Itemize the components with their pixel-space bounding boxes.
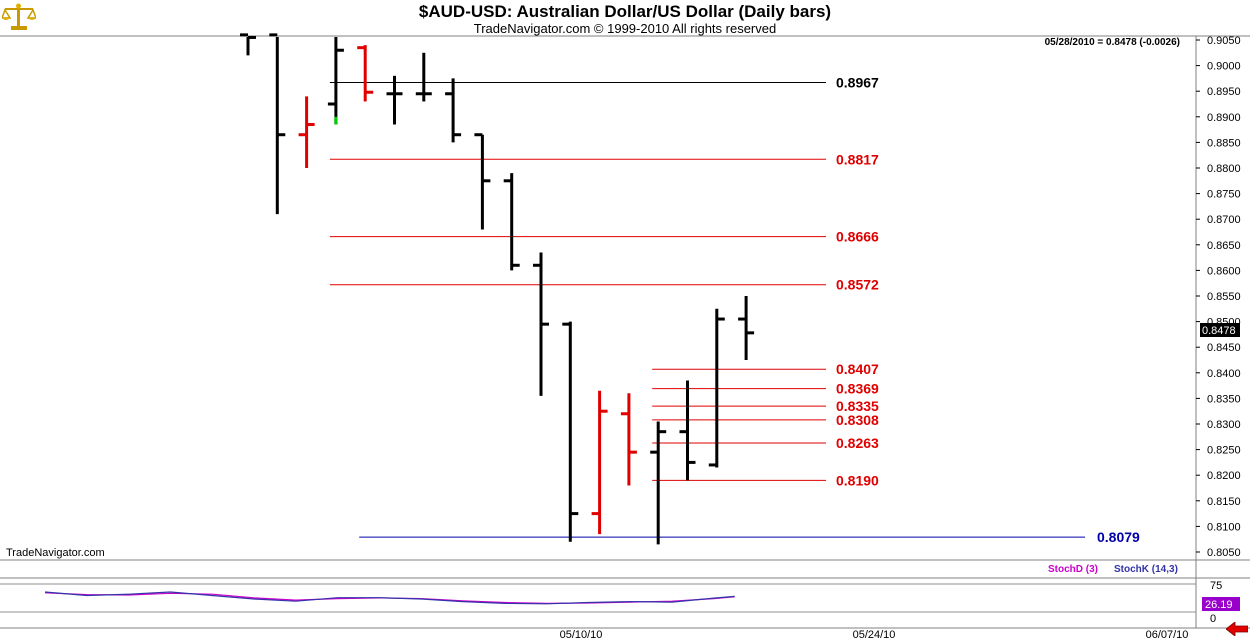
ohlc-bar bbox=[415, 52, 432, 102]
price-tick-label: 0.8700 bbox=[1207, 214, 1241, 226]
indicator-value-tag: 26.19 bbox=[1205, 599, 1233, 611]
price-tick-label: 0.8150 bbox=[1207, 496, 1241, 508]
price-tick-label: 0.8650 bbox=[1207, 240, 1241, 252]
ohlc-bar bbox=[650, 421, 667, 545]
stochastic-panel: 75 0 StochD (3) StochK (14,3) 26.19 bbox=[0, 564, 1240, 625]
price-tick-label: 0.8050 bbox=[1207, 547, 1241, 559]
ohlc-bar bbox=[474, 133, 491, 230]
price-tick-label: 0.8500 bbox=[1207, 317, 1241, 329]
level-label: 0.8572 bbox=[836, 277, 879, 293]
current-price-tag-bg bbox=[1200, 323, 1240, 337]
level-label: 0.8308 bbox=[836, 412, 879, 428]
price-tick-label: 0.8750 bbox=[1207, 189, 1241, 201]
level-label: 0.8407 bbox=[836, 361, 879, 377]
ohlc-bar bbox=[269, 33, 286, 215]
ohlc-bars bbox=[240, 33, 755, 545]
indicator-legend-entry: StochD (3) bbox=[1048, 564, 1098, 575]
price-tick-label: 0.8950 bbox=[1207, 86, 1241, 98]
price-tick-label: 0.8300 bbox=[1207, 419, 1241, 431]
chart-frame bbox=[0, 35, 1250, 629]
level-label: 0.8369 bbox=[836, 381, 879, 397]
price-tick-label: 0.8800 bbox=[1207, 163, 1241, 175]
ohlc-bar bbox=[708, 308, 725, 468]
level-label: 0.8079 bbox=[1097, 529, 1140, 545]
ohlc-bar bbox=[562, 321, 579, 542]
indicator-legend-entry: StochK (14,3) bbox=[1114, 564, 1178, 575]
price-tick-label: 0.8850 bbox=[1207, 137, 1241, 149]
price-tick-label: 0.8900 bbox=[1207, 112, 1241, 124]
price-tick-label: 0.9000 bbox=[1207, 61, 1241, 73]
price-tick-label: 0.8400 bbox=[1207, 368, 1241, 380]
ohlc-bar bbox=[298, 96, 315, 168]
ohlc-bar bbox=[679, 380, 696, 481]
price-tick-label: 0.8450 bbox=[1207, 342, 1241, 354]
chart-title: $AUD-USD: Australian Dollar/US Dollar (D… bbox=[418, 2, 832, 21]
ohlc-bar bbox=[386, 75, 403, 125]
price-levels: 0.89670.88170.86660.85720.84070.83690.83… bbox=[329, 74, 1140, 545]
ohlc-bar bbox=[591, 390, 608, 535]
level-label: 0.8190 bbox=[836, 472, 879, 488]
indicator-tick-label: 0 bbox=[1210, 613, 1216, 625]
scales-logo-icon bbox=[0, 2, 38, 32]
last-quote: 05/28/2010 = 0.8478 (-0.0026) bbox=[1045, 37, 1180, 48]
date-tick-label: 05/10/10 bbox=[560, 629, 603, 641]
date-tick-label: 06/07/10 bbox=[1146, 629, 1189, 641]
level-label: 0.8666 bbox=[836, 229, 879, 245]
ohlc-bar bbox=[327, 37, 344, 125]
stoch-line bbox=[44, 592, 735, 605]
level-label: 0.8967 bbox=[836, 74, 879, 90]
stoch-line bbox=[44, 591, 735, 605]
ohlc-bar bbox=[620, 393, 637, 486]
price-tick-label: 0.8550 bbox=[1207, 291, 1241, 303]
level-label: 0.8263 bbox=[836, 435, 879, 451]
ohlc-bar bbox=[503, 173, 520, 271]
price-tick-label: 0.8600 bbox=[1207, 265, 1241, 277]
watermark: TradeNavigator.com bbox=[6, 547, 105, 559]
ohlc-bar bbox=[738, 296, 755, 360]
chart-subtitle: TradeNavigator.com © 1999-2010 All right… bbox=[473, 21, 777, 36]
indicator-tick-label: 75 bbox=[1210, 580, 1222, 592]
price-tick-label: 0.8250 bbox=[1207, 445, 1241, 457]
ohlc-bar bbox=[533, 252, 549, 396]
ohlc-bar bbox=[357, 45, 374, 102]
level-label: 0.8817 bbox=[836, 151, 879, 167]
level-label: 0.8335 bbox=[836, 398, 879, 414]
price-tick-label: 0.9050 bbox=[1207, 35, 1241, 47]
price-tick-label: 0.8100 bbox=[1207, 521, 1241, 533]
current-price-tag: 0.8478 bbox=[1202, 325, 1236, 337]
indicator-value-tag-bg bbox=[1202, 597, 1240, 611]
ohlc-bar bbox=[240, 33, 256, 56]
red-left-arrow-icon[interactable] bbox=[1225, 621, 1249, 637]
price-tick-label: 0.8350 bbox=[1207, 393, 1241, 405]
date-tick-label: 05/24/10 bbox=[853, 629, 896, 641]
date-axis: 05/10/10 05/24/10 06/07/10 bbox=[560, 629, 1189, 641]
price-tick-label: 0.8200 bbox=[1207, 470, 1241, 482]
price-axis: 0.9050 0.9000 0.8950 0.8900 0.8850 0.8800 0.87… bbox=[1196, 35, 1241, 559]
ohlc-bar bbox=[445, 78, 462, 143]
